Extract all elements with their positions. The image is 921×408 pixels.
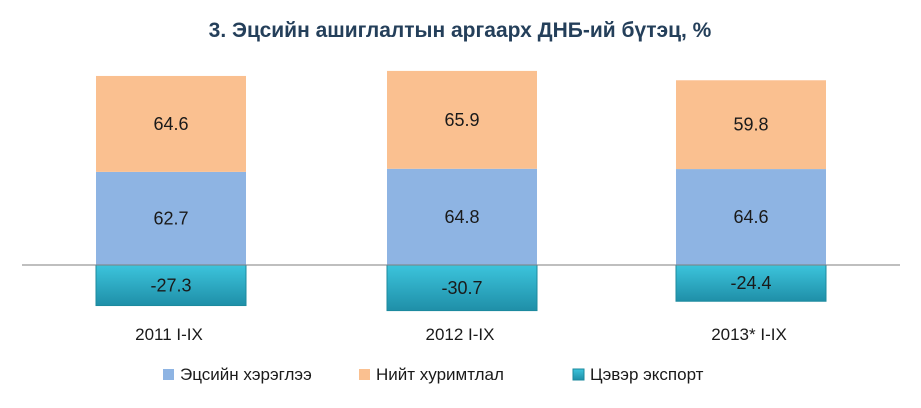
chart-title: 3. Эцсийн ашиглалтын аргаарх ДНБ-ий бүтэ… — [209, 19, 712, 42]
data-label-net-export-2: -30.7 — [441, 278, 482, 298]
bars-layer: 62.7 64.6 -27.3 64.8 65.9 -30.7 64.6 59.8 -24.4 — [95, 70, 827, 312]
legend-label-net-export: Цэвэр экспорт — [590, 365, 704, 384]
data-label-final-consumption-1: 62.7 — [153, 208, 188, 228]
data-label-gross-capital-formation-1: 64.6 — [153, 114, 188, 134]
bar-net-export-1 — [95, 264, 247, 307]
data-label-gross-capital-formation-2: 65.9 — [444, 110, 479, 130]
x-axis-labels: 2011 I-IX 2012 I-IX 2013* I-IX — [135, 325, 787, 344]
x-tick-label-3: 2013* I-IX — [711, 325, 787, 344]
data-label-net-export-1: -27.3 — [150, 275, 191, 295]
legend-swatch-net-export — [572, 368, 585, 381]
bar-gross-capital-formation-1 — [96, 75, 246, 172]
data-label-final-consumption-2: 64.8 — [444, 207, 479, 227]
data-label-final-consumption-3: 64.6 — [733, 207, 768, 227]
legend-swatch-gross-capital-formation — [359, 369, 370, 380]
legend-label-gross-capital-formation: Нийт хуримтлал — [376, 365, 504, 384]
legend-swatch-final-consumption — [163, 369, 174, 380]
bar-final-consumption-3 — [676, 169, 826, 265]
x-tick-label-2: 2012 I-IX — [426, 325, 495, 344]
legend-label-final-consumption: Эцсийн хэрэглээ — [180, 365, 312, 384]
x-tick-label-1: 2011 I-IX — [135, 325, 203, 344]
bar-gross-capital-formation-3 — [676, 80, 826, 170]
bar-gross-capital-formation-2 — [387, 70, 537, 169]
data-label-gross-capital-formation-3: 59.8 — [733, 115, 768, 135]
bar-final-consumption-1 — [96, 171, 246, 265]
legend: Эцсийн хэрэглээ Нийт хуримтлал Цэвэр экспо… — [163, 365, 704, 384]
bar-final-consumption-2 — [387, 168, 537, 265]
data-label-net-export-3: -24.4 — [730, 273, 771, 293]
